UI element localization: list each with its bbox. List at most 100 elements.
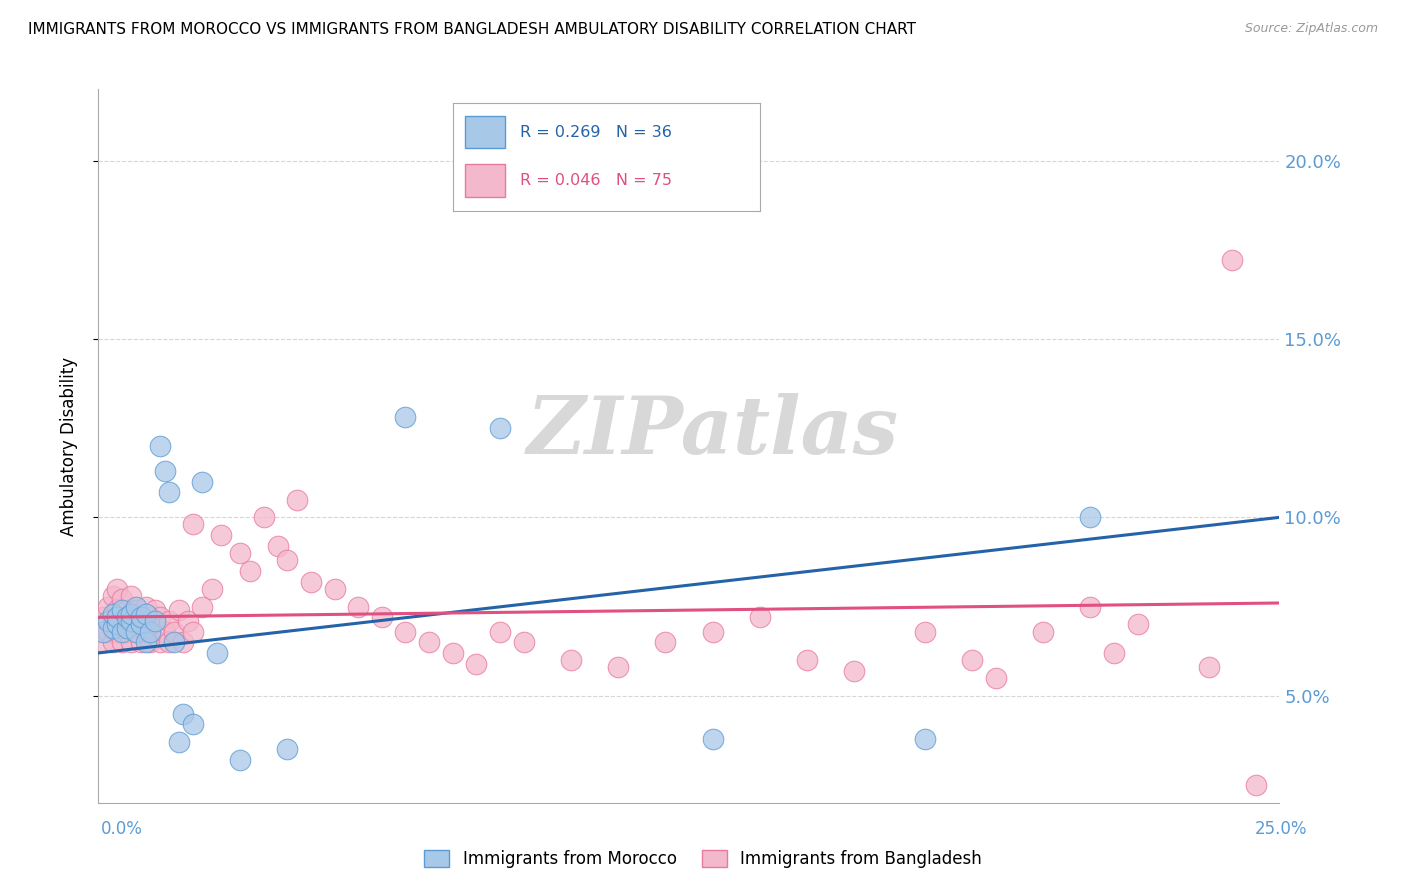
Point <box>267 539 290 553</box>
Point <box>177 614 200 628</box>
Point <box>101 589 124 603</box>
Point <box>121 607 143 621</box>
Point <box>91 635 114 649</box>
Point <box>347 599 370 614</box>
Point <box>702 731 724 746</box>
Point <box>229 546 252 560</box>
Point <box>149 635 172 649</box>
Point <box>299 574 322 589</box>
Point <box>167 603 190 617</box>
Point <box>135 607 157 621</box>
Point <box>914 731 936 746</box>
Text: ZIPatlas: ZIPatlas <box>526 393 898 470</box>
Point <box>172 635 194 649</box>
Point <box>654 635 676 649</box>
Point <box>191 475 214 489</box>
Point <box>97 614 120 628</box>
Point <box>149 610 172 624</box>
Point <box>1102 646 1125 660</box>
Point <box>97 599 120 614</box>
Point <box>205 646 228 660</box>
Point <box>748 610 770 624</box>
Point <box>111 592 134 607</box>
Point <box>253 510 276 524</box>
Point <box>172 706 194 721</box>
Point <box>135 624 157 639</box>
Point <box>111 624 134 639</box>
Point <box>157 485 180 500</box>
Point <box>441 646 464 660</box>
Point <box>135 599 157 614</box>
Point <box>512 635 534 649</box>
Point <box>914 624 936 639</box>
Point <box>101 607 124 621</box>
Point <box>97 624 120 639</box>
Point <box>1126 617 1149 632</box>
Point <box>844 664 866 678</box>
Point <box>129 610 152 624</box>
Text: Source: ZipAtlas.com: Source: ZipAtlas.com <box>1244 22 1378 36</box>
Point <box>702 624 724 639</box>
Point <box>1220 253 1243 268</box>
Point <box>105 603 128 617</box>
Point <box>139 635 162 649</box>
Point <box>209 528 232 542</box>
Point <box>489 421 512 435</box>
Point <box>796 653 818 667</box>
Point <box>91 610 114 624</box>
Point <box>394 624 416 639</box>
Point <box>276 553 298 567</box>
Point <box>157 614 180 628</box>
Point <box>121 614 143 628</box>
Point <box>285 492 308 507</box>
Y-axis label: Ambulatory Disability: Ambulatory Disability <box>59 357 77 535</box>
Point <box>111 603 134 617</box>
Point <box>125 624 148 639</box>
Point <box>101 610 124 624</box>
Point <box>181 624 204 639</box>
Point <box>121 635 143 649</box>
Point <box>489 624 512 639</box>
Legend: Immigrants from Morocco, Immigrants from Bangladesh: Immigrants from Morocco, Immigrants from… <box>418 843 988 875</box>
Point <box>129 610 152 624</box>
Point <box>115 621 138 635</box>
Point <box>191 599 214 614</box>
Point <box>1198 660 1220 674</box>
Point <box>984 671 1007 685</box>
Point <box>139 624 162 639</box>
Point <box>181 517 204 532</box>
Point <box>371 610 394 624</box>
Point <box>135 635 157 649</box>
Point <box>201 582 224 596</box>
Point <box>121 614 143 628</box>
Point <box>323 582 346 596</box>
Point <box>163 635 186 649</box>
Point <box>143 614 166 628</box>
Point <box>229 753 252 767</box>
Point <box>962 653 984 667</box>
Point <box>111 614 134 628</box>
Point <box>157 635 180 649</box>
Point <box>143 624 166 639</box>
Point <box>91 624 114 639</box>
Point <box>125 603 148 617</box>
Point <box>105 582 128 596</box>
Point <box>465 657 488 671</box>
Point <box>129 617 152 632</box>
Point <box>115 610 138 624</box>
Point <box>1080 510 1102 524</box>
Point <box>1080 599 1102 614</box>
Point <box>239 564 262 578</box>
Point <box>111 635 134 649</box>
Point <box>139 610 162 624</box>
Point <box>121 589 143 603</box>
Point <box>153 624 176 639</box>
Point <box>115 603 138 617</box>
Text: 0.0%: 0.0% <box>101 820 143 838</box>
Point <box>115 624 138 639</box>
Point <box>1244 778 1267 792</box>
Point <box>1032 624 1054 639</box>
Point <box>418 635 440 649</box>
Text: IMMIGRANTS FROM MOROCCO VS IMMIGRANTS FROM BANGLADESH AMBULATORY DISABILITY CORR: IMMIGRANTS FROM MOROCCO VS IMMIGRANTS FR… <box>28 22 917 37</box>
Point <box>560 653 582 667</box>
